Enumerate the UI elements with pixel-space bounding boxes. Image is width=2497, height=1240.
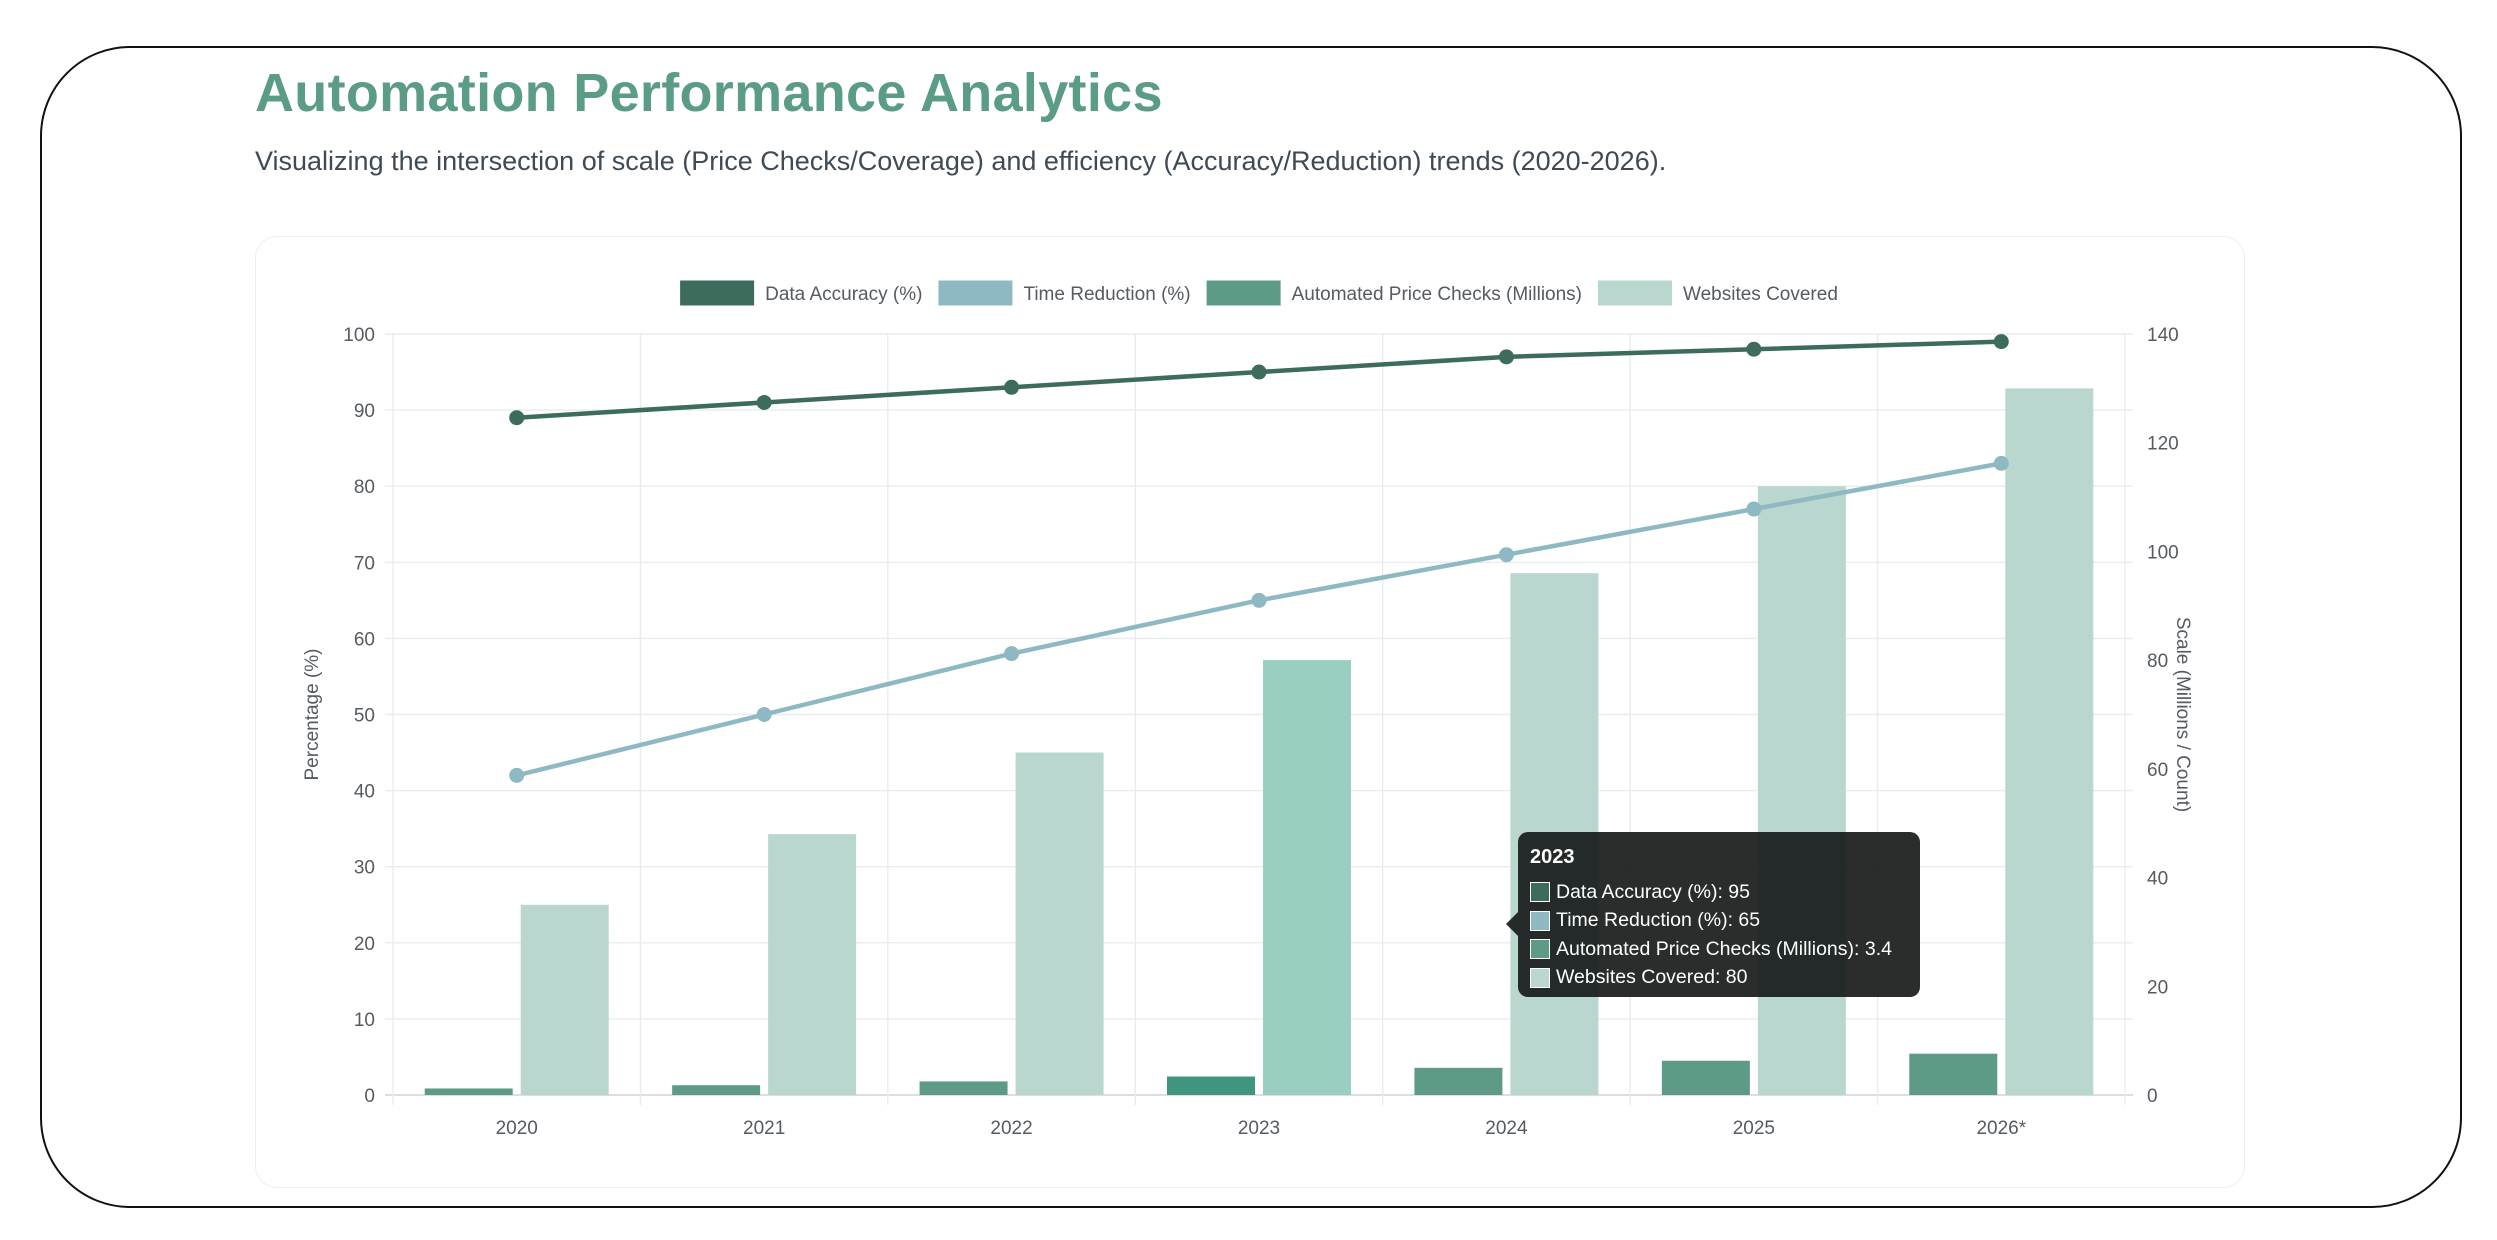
y2-tick-label: 40 xyxy=(2147,869,2168,890)
bar-price-checks xyxy=(1414,1067,1503,1095)
point-time-reduction xyxy=(509,767,525,783)
point-accuracy xyxy=(1498,349,1514,365)
tooltip-row-time-reduction: Time Reduction (%): 65 xyxy=(1530,907,1908,936)
point-accuracy xyxy=(1251,364,1267,380)
point-time-reduction xyxy=(1004,646,1020,662)
page-subtitle: Visualizing the intersection of scale (P… xyxy=(255,146,1667,176)
x-tick-label: 2026* xyxy=(1976,1118,2026,1139)
legend-label-time-reduction: Time Reduction (%) xyxy=(1023,284,1190,305)
tooltip-text-websites: Websites Covered: 80 xyxy=(1556,966,1748,989)
x-tick-label: 2020 xyxy=(496,1118,538,1139)
y-tick-label: 40 xyxy=(354,782,375,803)
x-tick-label: 2025 xyxy=(1733,1118,1775,1139)
y2-tick-label: 100 xyxy=(2147,542,2179,563)
bar-websites-covered xyxy=(2005,388,2094,1095)
point-time-reduction xyxy=(1993,455,2009,471)
tooltip-text-time-reduction: Time Reduction (%): 65 xyxy=(1556,909,1761,932)
y-tick-label: 100 xyxy=(343,325,375,346)
tooltip-swatch-accuracy xyxy=(1530,882,1550,903)
y-tick-label: 20 xyxy=(354,934,375,955)
bar-price-checks xyxy=(1167,1076,1255,1095)
y-tick-label: 30 xyxy=(354,858,375,879)
y2-tick-label: 80 xyxy=(2147,651,2168,672)
y2-axis-title: Scale (Millions / Count) xyxy=(2172,617,2193,812)
y2-tick-label: 120 xyxy=(2147,434,2179,455)
tooltip-text-accuracy: Data Accuracy (%): 95 xyxy=(1556,880,1750,903)
combo-chart[interactable]: 0 10 20 30 40 50 60 70 80 90 100 0 20 40 60 80 100 120 140… xyxy=(256,237,2246,1189)
bar-websites-covered xyxy=(1263,660,1351,1095)
legend-swatch-price-checks xyxy=(1206,280,1281,306)
tooltip-title: 2023 xyxy=(1530,846,1575,868)
tooltip-row-websites: Websites Covered: 80 xyxy=(1530,964,1908,993)
y2-tick-label: 0 xyxy=(2147,1086,2158,1107)
legend-swatch-time-reduction xyxy=(938,280,1013,306)
point-time-reduction xyxy=(1498,547,1514,563)
y-tick-label: 70 xyxy=(354,553,375,574)
tooltip-row-price-checks: Automated Price Checks (Millions): 3.4 xyxy=(1530,935,1908,964)
legend-label-price-checks: Automated Price Checks (Millions) xyxy=(1292,284,1582,305)
tooltip-swatch-websites xyxy=(1530,967,1550,988)
tooltip-swatch-time-reduction xyxy=(1530,910,1550,931)
legend-label-accuracy: Data Accuracy (%) xyxy=(765,284,922,305)
x-tick-label: 2022 xyxy=(990,1118,1032,1139)
x-tick-label: 2021 xyxy=(743,1118,785,1139)
page-title: Automation Performance Analytics xyxy=(255,63,1163,123)
bar-price-checks xyxy=(919,1081,1008,1095)
bar-price-checks xyxy=(424,1088,513,1095)
chart-card: 0 10 20 30 40 50 60 70 80 90 100 0 20 40 60 80 100 120 140… xyxy=(255,236,2245,1188)
y-tick-label: 50 xyxy=(354,706,375,727)
point-time-reduction xyxy=(1746,501,1762,517)
y-tick-label: 60 xyxy=(354,629,375,650)
point-time-reduction xyxy=(756,707,772,722)
x-tick-label: 2023 xyxy=(1238,1118,1280,1139)
point-time-reduction xyxy=(1251,592,1267,608)
point-accuracy xyxy=(1746,341,1762,357)
point-accuracy xyxy=(756,394,772,410)
y-tick-label: 10 xyxy=(354,1010,375,1031)
bar-websites-covered xyxy=(520,904,609,1095)
y2-tick-label: 20 xyxy=(2147,977,2168,998)
y2-tick-label: 60 xyxy=(2147,760,2168,781)
y2-tick-label: 140 xyxy=(2147,325,2179,346)
bar-price-checks xyxy=(1909,1053,1998,1095)
line-accuracy xyxy=(516,339,2002,420)
chart-tooltip: 2023 Data Accuracy (%): 95 Time Reductio… xyxy=(1506,832,1920,997)
x-tick-label: 2024 xyxy=(1485,1118,1528,1139)
y-tick-label: 90 xyxy=(354,401,375,422)
legend-swatch-websites xyxy=(1598,280,1672,306)
y-tick-label: 80 xyxy=(354,477,375,498)
bar-websites-covered xyxy=(1757,486,1846,1095)
legend-swatch-accuracy xyxy=(680,280,755,306)
point-accuracy xyxy=(509,410,525,426)
bar-price-checks xyxy=(1661,1060,1750,1095)
tooltip-text-price-checks: Automated Price Checks (Millions): 3.4 xyxy=(1556,937,1892,960)
point-accuracy xyxy=(1004,379,1020,395)
tooltip-swatch-price-checks xyxy=(1530,939,1550,960)
point-accuracy xyxy=(1993,334,2009,350)
tooltip-row-accuracy: Data Accuracy (%): 95 xyxy=(1530,878,1908,907)
bar-price-checks xyxy=(672,1085,761,1095)
bar-websites-covered xyxy=(1015,752,1104,1095)
y-tick-label: 0 xyxy=(364,1086,375,1107)
bar-websites-covered xyxy=(768,834,857,1095)
legend-label-websites: Websites Covered xyxy=(1683,284,1838,305)
y-axis-title: Percentage (%) xyxy=(302,648,323,780)
